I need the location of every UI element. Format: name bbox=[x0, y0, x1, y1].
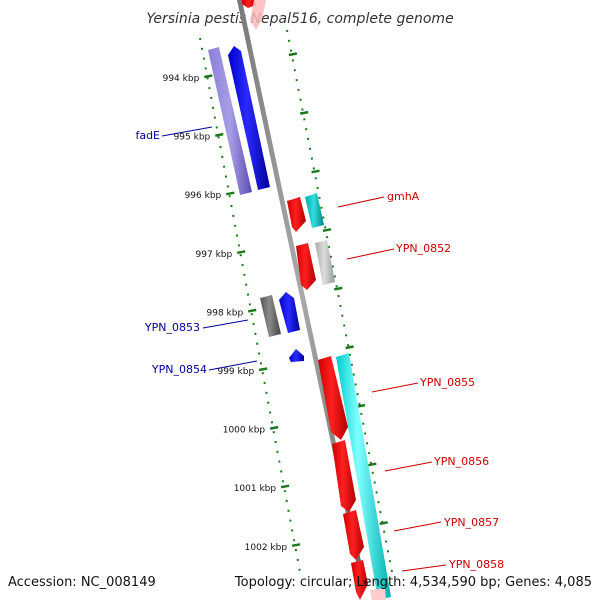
cds-arrow-top-red bbox=[242, 0, 256, 8]
cds-YPN_0857-red bbox=[343, 510, 364, 560]
gene-label-YPN_0852[interactable]: YPN_0852 bbox=[395, 242, 451, 255]
gene-features bbox=[208, 0, 391, 600]
tick-mark-right bbox=[299, 110, 309, 115]
genome-backbone bbox=[237, 0, 365, 580]
tick-mark-right bbox=[356, 403, 366, 408]
gene-labels: fadE YPN_0853 YPN_0854 gmhA YPN_0852 YPN… bbox=[135, 126, 504, 572]
cds-arrow-top-pink bbox=[250, 0, 266, 30]
connector-YPN_0852 bbox=[346, 248, 395, 260]
tick-label: 995 kbp bbox=[174, 133, 211, 143]
cds-YPN_0852-red bbox=[296, 243, 316, 290]
cds-gmhA-red bbox=[287, 197, 306, 232]
tick-mark-right bbox=[288, 52, 298, 57]
tick-label: 1000 kbp bbox=[223, 426, 266, 436]
tick-mark bbox=[291, 543, 301, 548]
gene-label-YPN_0855[interactable]: YPN_0855 bbox=[419, 376, 475, 389]
tick-label: 1001 kbp bbox=[234, 484, 277, 494]
connector-YPN_0855 bbox=[371, 382, 419, 393]
tick-mark bbox=[236, 250, 246, 255]
gene-label-YPN_0853[interactable]: YPN_0853 bbox=[144, 321, 200, 334]
tick-mark-right bbox=[334, 286, 343, 291]
tick-label: 998 kbp bbox=[207, 308, 244, 318]
tick-mark bbox=[215, 132, 224, 137]
tick-label: 1002 kbp bbox=[245, 543, 288, 553]
cds-YPN_0858-red bbox=[351, 560, 368, 600]
connector-YPN_0856 bbox=[384, 461, 433, 472]
cds-fadE-blue bbox=[228, 46, 270, 190]
tick-label: 997 kbp bbox=[196, 250, 233, 260]
cds-fadE-slate bbox=[208, 47, 252, 195]
tick-mark bbox=[247, 308, 257, 313]
right-track-guide bbox=[286, 29, 393, 573]
tick-label: 999 kbp bbox=[217, 367, 254, 377]
tick-label: 994 kbp bbox=[163, 74, 200, 84]
tick-mark-right bbox=[368, 462, 377, 467]
cds-YPN_0855-red bbox=[318, 356, 348, 440]
gene-label-YPN_0854[interactable]: YPN_0854 bbox=[151, 363, 207, 376]
tick-mark-right bbox=[345, 345, 354, 350]
cds-YPN_0852-gray bbox=[315, 240, 335, 285]
gene-label-gmhA[interactable]: gmhA bbox=[387, 190, 420, 203]
cds-YPN_0854-blue bbox=[289, 349, 304, 362]
cds-bottom-stub bbox=[370, 588, 386, 600]
tick-mark-right bbox=[311, 169, 320, 174]
tick-label: 996 kbp bbox=[185, 191, 222, 201]
connector-YPN_0858 bbox=[401, 564, 447, 572]
cds-gmhA-teal bbox=[305, 193, 324, 228]
connector-gmhA bbox=[337, 196, 385, 208]
topology-summary: Topology: circular; Length: 4,534,590 bp… bbox=[234, 575, 592, 590]
tick-mark bbox=[269, 425, 279, 430]
accession-text: Accession: NC_008149 bbox=[8, 575, 156, 590]
cds-YPN_0853-blue bbox=[279, 292, 300, 333]
tick-mark bbox=[280, 484, 290, 489]
gene-label-fadE[interactable]: fadE bbox=[135, 129, 160, 142]
tick-mark bbox=[226, 191, 235, 196]
gene-label-YPN_0856[interactable]: YPN_0856 bbox=[433, 455, 489, 468]
left-track-guide bbox=[199, 37, 301, 573]
gene-label-YPN_0858[interactable]: YPN_0858 bbox=[448, 558, 504, 571]
tick-mark bbox=[258, 367, 268, 372]
tick-mark-right bbox=[322, 228, 332, 233]
cds-cyan-long bbox=[336, 353, 391, 600]
cds-YPN_0856-red bbox=[332, 440, 356, 512]
gene-label-YPN_0857[interactable]: YPN_0857 bbox=[443, 516, 499, 529]
connector-fadE bbox=[161, 126, 213, 137]
cds-YPN_0853-gray bbox=[260, 295, 281, 337]
tick-marks: 994 kbp 995 kbp 996 kbp 997 kbp 998 kbp 999 k… bbox=[163, 52, 388, 553]
connector-YPN_0854 bbox=[208, 360, 258, 371]
tick-mark bbox=[204, 74, 213, 79]
connector-YPN_0857 bbox=[393, 521, 442, 532]
tick-mark-right bbox=[379, 521, 388, 526]
connector-YPN_0853 bbox=[202, 319, 249, 329]
map-title: Yersinia pestis Nepal516, complete genom… bbox=[146, 11, 453, 27]
